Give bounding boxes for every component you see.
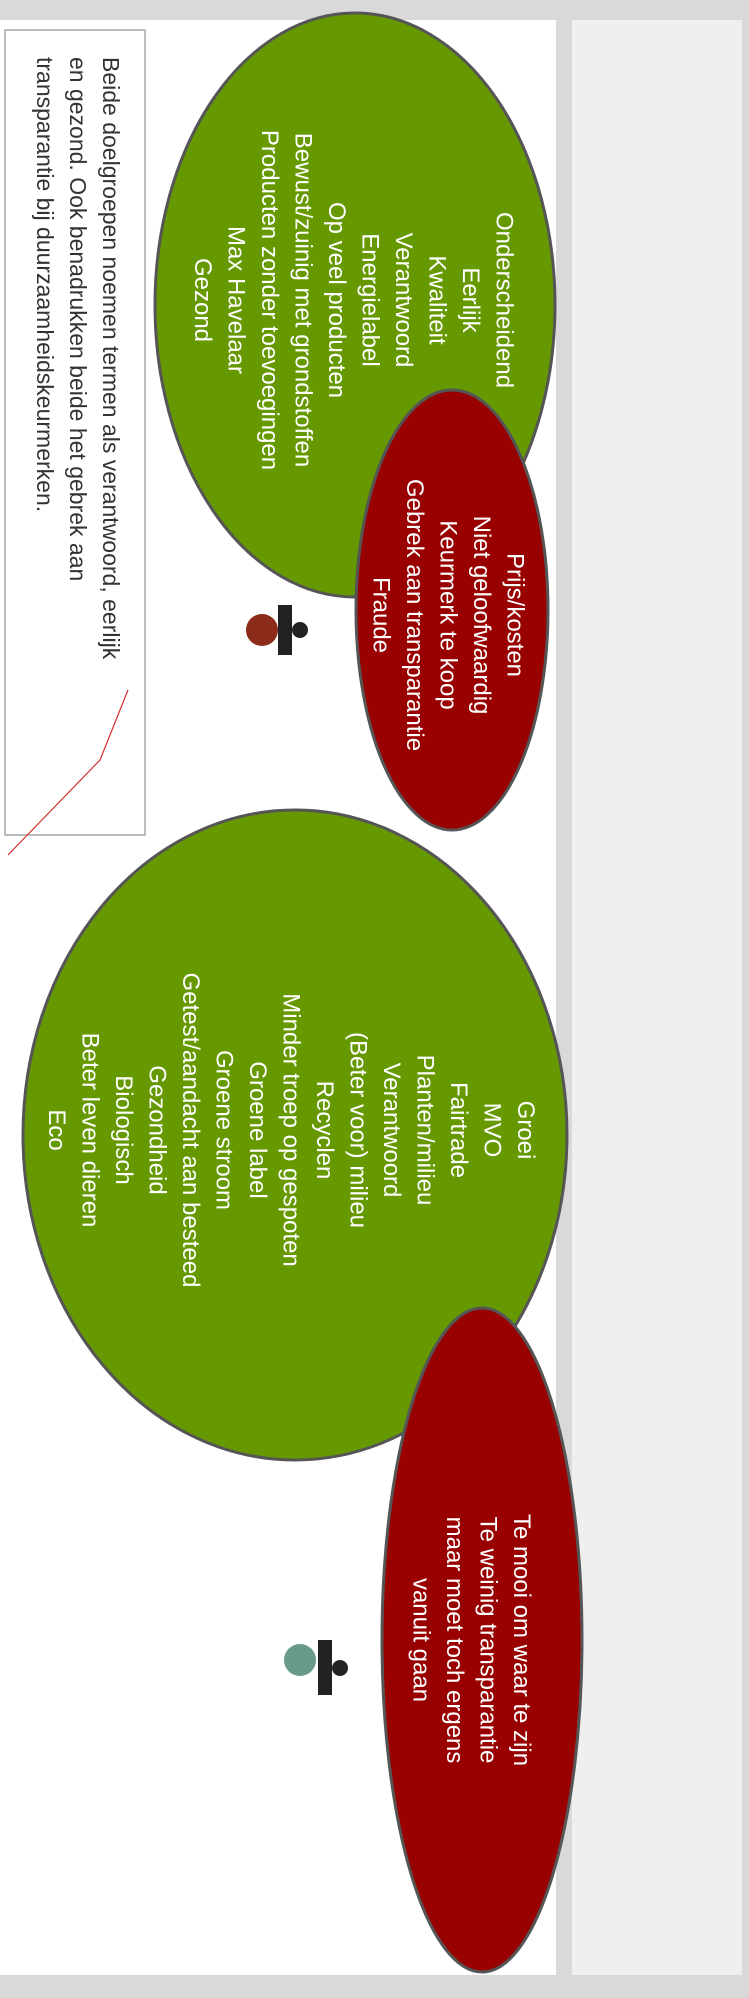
bubble-item: Op veel producten [323,202,350,398]
bubble-item: Eerlijk [457,267,484,333]
bubble-item: Producten zonder toevoegingen [256,130,283,470]
bubble-item: Recyclen [311,1081,338,1180]
bubble-item: Onderscheidend [490,212,517,388]
bubble-item: Gebrek aan transparantie [401,479,428,751]
green-ellipse [21,808,569,1462]
bubble-item: Beter leven dieren [77,1033,104,1228]
bubble-item: MVO [479,1103,506,1158]
note-line: transparantie bij duurzaamheidskeurmerke… [32,57,58,512]
bubble-item: Te mooi om waar te zijn [508,1514,535,1766]
bubble-item: Bewust/zuinig met grondstoffen [289,133,316,467]
bubble-item: Fairtrade [445,1082,472,1178]
bubble-item: Fraude [368,577,395,653]
bubble-item: Kwaliteit [423,255,450,345]
note-text: Beide doelgroepen noemen termen als vera… [32,57,124,660]
red-ellipse [354,388,550,832]
bubble-item: Keurmerk te koop [435,520,462,709]
bubble-item: Verantwoord [378,1063,405,1198]
note-line: en gezond. Ook benadrukken beide het geb… [65,57,91,581]
bubble-item: Verantwoord [390,233,417,368]
bubble-item: maar moet toch ergens [441,1517,468,1764]
bubble-item: Energielabel [356,233,383,366]
note-box [4,29,146,836]
bubble-item: Gezondheid [144,1065,171,1194]
bubble-item: Minder troep op gespoten [278,993,305,1267]
callout-line [7,689,129,856]
bubble-item: Groene stroom [211,1050,238,1210]
bubble-item: Planten/milieu [412,1055,439,1206]
bubble-item: Eco [43,1109,70,1150]
bubble-item: Niet geloofwaardig [468,516,495,715]
bubble-item: Biologisch [110,1075,137,1184]
bubble-item: Gezond [189,258,216,342]
bubble-item: Te weinig transparantie [474,1517,501,1764]
bubble-item: Getest/aandacht aan besteed [177,973,204,1288]
red-ellipse [380,1306,584,1974]
note-line: Beide doelgroepen noemen termen als vera… [98,57,124,660]
bubble-item: Prijs/kosten [502,553,529,677]
bubble-text: Te mooi om waar te zijn Te weinig transpa… [407,1514,535,1766]
bubble-item: (Beter voor) milieu [345,1032,372,1228]
person-icon [284,1640,348,1695]
side-panel [572,20,742,1975]
bubble-item: vanuit gaan [407,1578,434,1702]
bubble-item: Groei [512,1101,539,1160]
bubble-item: Groene label [244,1061,271,1198]
content: OnderscheidendEerlijkKwaliteitVerantwoor… [32,57,539,1766]
person-icon [246,605,308,655]
bubble-item: Max Havelaar [222,226,249,374]
